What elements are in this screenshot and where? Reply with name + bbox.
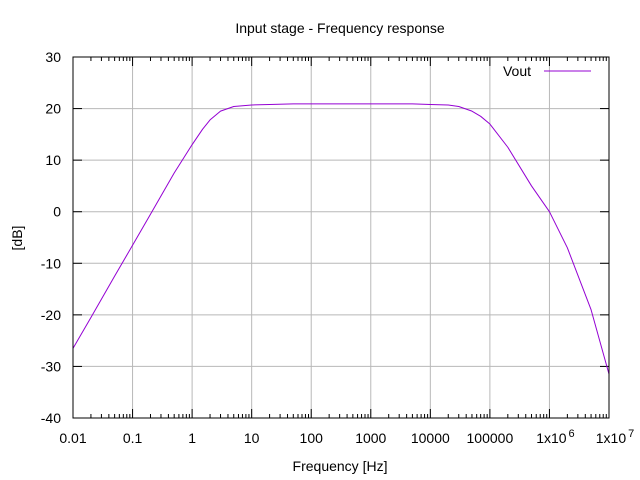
x-tick-label: 1 [188, 430, 196, 446]
x-tick-label: 10000 [411, 430, 450, 446]
y-tick-label: 30 [45, 49, 61, 65]
grid [73, 57, 609, 418]
plot-border [72, 56, 610, 419]
y-tick-labels: 30 20 10 0 -10 -20 -30 -40 [41, 49, 61, 426]
x-tick-label-base: 1x10 [536, 430, 567, 446]
series-line-vout [72, 103, 610, 375]
chart-title: Input stage - Frequency response [235, 20, 445, 36]
y-tick-label: -10 [41, 255, 61, 271]
y-tick-label: 10 [45, 152, 61, 168]
x-tick-label: 1x10 6 [536, 428, 574, 446]
y-tick-label: -30 [41, 358, 61, 374]
y-tick-label: 0 [53, 204, 61, 220]
x-tick-label-base: 1x10 [596, 430, 627, 446]
legend-label-vout: Vout [503, 63, 531, 79]
x-tick-label: 0.1 [123, 430, 143, 446]
minor-ticks [90, 57, 607, 418]
x-tick-label: 100000 [467, 430, 514, 446]
series-layer [72, 103, 610, 375]
x-tick-labels: 0.01 0.1 1 10 100 1000 10000 100000 1x10 6 1x10 7 [59, 428, 634, 446]
x-tick-label-exponent: 7 [628, 428, 634, 440]
y-axis-label: [dB] [9, 226, 25, 251]
y-tick-label: -40 [41, 410, 61, 426]
x-tick-label: 1000 [355, 430, 386, 446]
legend: Vout [503, 63, 591, 79]
x-tick-label: 0.01 [59, 430, 86, 446]
x-tick-label: 10 [244, 430, 260, 446]
y-tick-label: 20 [45, 101, 61, 117]
x-tick-label: 1x10 7 [596, 428, 634, 446]
x-tick-label-exponent: 6 [569, 428, 575, 440]
x-tick-label: 100 [300, 430, 324, 446]
x-axis-label: Frequency [Hz] [293, 458, 388, 474]
y-tick-label: -20 [41, 307, 61, 323]
